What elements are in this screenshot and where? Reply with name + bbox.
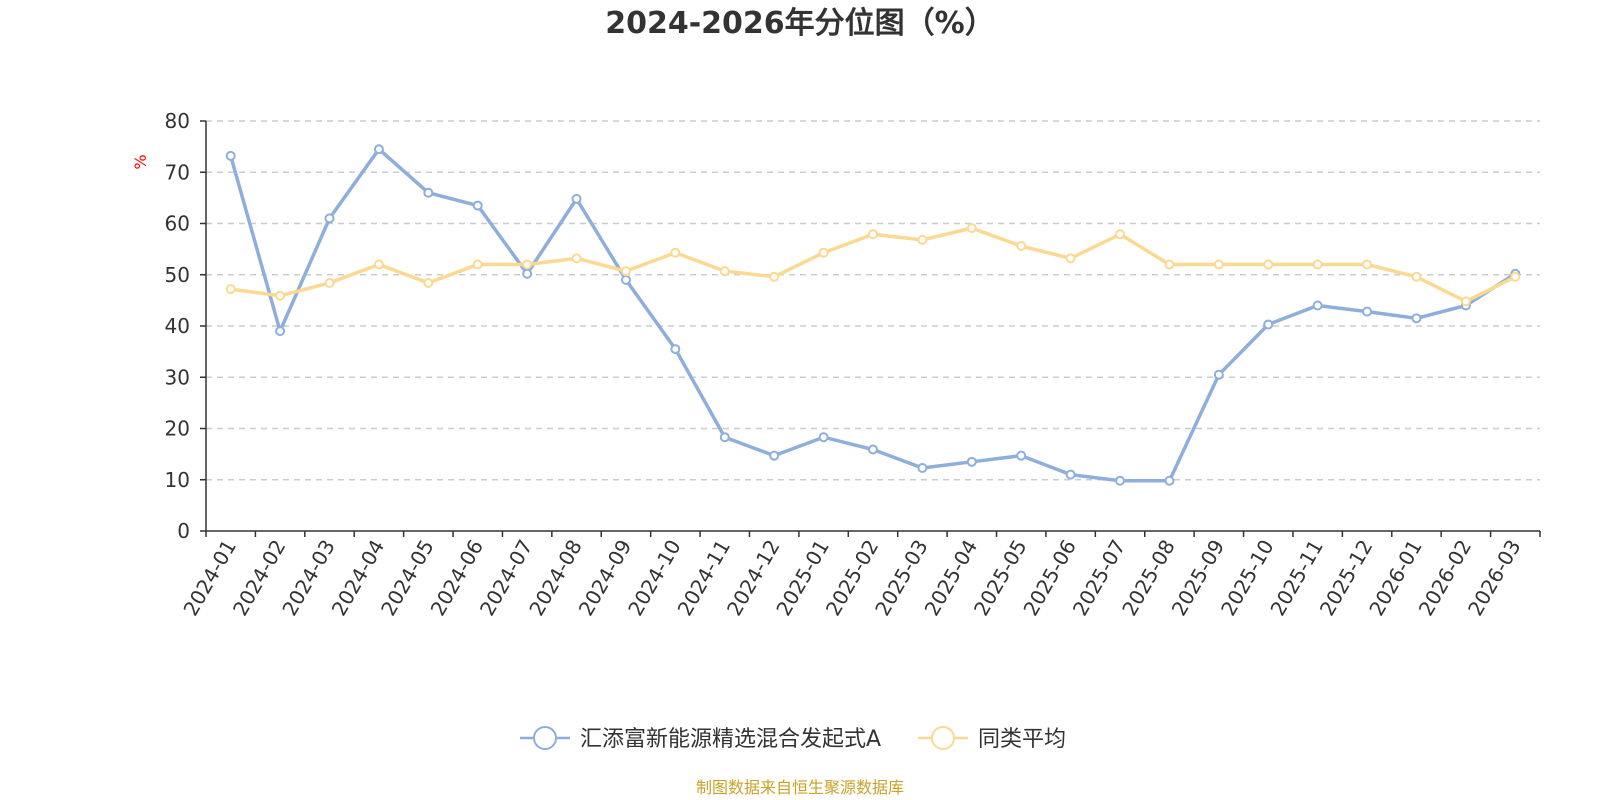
data-point[interactable] <box>1213 259 1224 270</box>
data-point[interactable] <box>868 444 878 455</box>
data-point[interactable] <box>571 253 582 264</box>
data-point[interactable] <box>1115 475 1126 486</box>
data-point[interactable] <box>1065 253 1076 264</box>
data-point[interactable] <box>818 432 829 443</box>
y-tick-label: 70 <box>165 160 190 184</box>
legend-marker <box>533 726 557 750</box>
data-point[interactable] <box>225 150 236 161</box>
data-point[interactable] <box>1362 306 1373 317</box>
data-point[interactable] <box>324 277 335 288</box>
y-tick-label: 0 <box>177 519 190 543</box>
data-point[interactable] <box>1460 296 1471 307</box>
data-point[interactable] <box>670 344 681 355</box>
data-point[interactable] <box>1016 241 1027 252</box>
y-tick-label: 10 <box>165 468 190 492</box>
legend-label: 汇添富新能源精选混合发起式A <box>580 727 881 752</box>
legend-label: 同类平均 <box>978 727 1066 752</box>
data-point[interactable] <box>670 247 681 258</box>
data-point[interactable] <box>1115 229 1126 240</box>
data-point[interactable] <box>719 432 730 443</box>
data-point[interactable] <box>769 450 780 461</box>
data-point[interactable] <box>472 259 483 270</box>
data-point[interactable] <box>1065 469 1076 480</box>
series-line <box>229 147 1517 483</box>
data-point[interactable] <box>1263 319 1274 330</box>
data-point[interactable] <box>1411 271 1422 282</box>
data-point[interactable] <box>620 266 631 277</box>
data-point[interactable] <box>620 274 631 285</box>
data-point[interactable] <box>1016 450 1027 461</box>
source-note: 制图数据来自恒生聚源数据库 <box>696 778 904 797</box>
data-point[interactable] <box>275 326 286 337</box>
y-tick-label: 60 <box>165 212 190 236</box>
data-point[interactable] <box>966 223 977 234</box>
legend[interactable]: 汇添富新能源精选混合发起式A 同类平均 <box>520 726 1066 752</box>
data-point[interactable] <box>719 266 730 277</box>
data-point[interactable] <box>917 462 928 473</box>
data-point[interactable] <box>1411 313 1422 324</box>
data-point[interactable] <box>373 144 384 155</box>
series-1 <box>225 144 1521 486</box>
legend-item-average[interactable]: 同类平均 <box>918 726 1066 752</box>
data-point[interactable] <box>1312 300 1323 311</box>
y-tick-label: 80 <box>165 109 190 133</box>
data-point[interactable] <box>818 247 829 258</box>
data-point[interactable] <box>522 268 533 279</box>
y-tick-label: 40 <box>165 314 190 338</box>
series-2 <box>225 223 1521 307</box>
data-point[interactable] <box>868 229 878 240</box>
data-point[interactable] <box>1164 259 1175 270</box>
data-point[interactable] <box>1263 259 1274 270</box>
data-point[interactable] <box>423 277 434 288</box>
data-point[interactable] <box>1312 259 1323 270</box>
data-point[interactable] <box>423 187 434 198</box>
data-point[interactable] <box>225 284 236 295</box>
grid-lines <box>206 120 1540 481</box>
legend-item-fund[interactable]: 汇添富新能源精选混合发起式A <box>520 726 881 752</box>
data-point[interactable] <box>1164 475 1175 486</box>
data-point[interactable] <box>966 456 977 467</box>
data-point[interactable] <box>472 200 483 211</box>
data-point[interactable] <box>324 213 335 224</box>
data-point[interactable] <box>571 193 582 204</box>
data-point[interactable] <box>373 259 384 270</box>
data-point[interactable] <box>275 290 286 301</box>
series-group <box>225 144 1521 486</box>
data-point[interactable] <box>917 234 928 245</box>
legend-marker <box>931 726 955 750</box>
y-tick-label: 50 <box>165 263 190 287</box>
y-tick-label: 30 <box>165 365 190 389</box>
data-point[interactable] <box>522 259 533 270</box>
chart-title: 2024-2026年分位图（%） <box>605 6 995 41</box>
data-point[interactable] <box>1213 369 1224 380</box>
y-axis-label: % <box>131 154 150 169</box>
axes: 010203040506070802024-012024-022024-0320… <box>165 109 1541 620</box>
data-point[interactable] <box>769 271 780 282</box>
data-point[interactable] <box>1362 259 1373 270</box>
data-point[interactable] <box>1510 271 1521 282</box>
y-tick-label: 20 <box>165 417 190 441</box>
